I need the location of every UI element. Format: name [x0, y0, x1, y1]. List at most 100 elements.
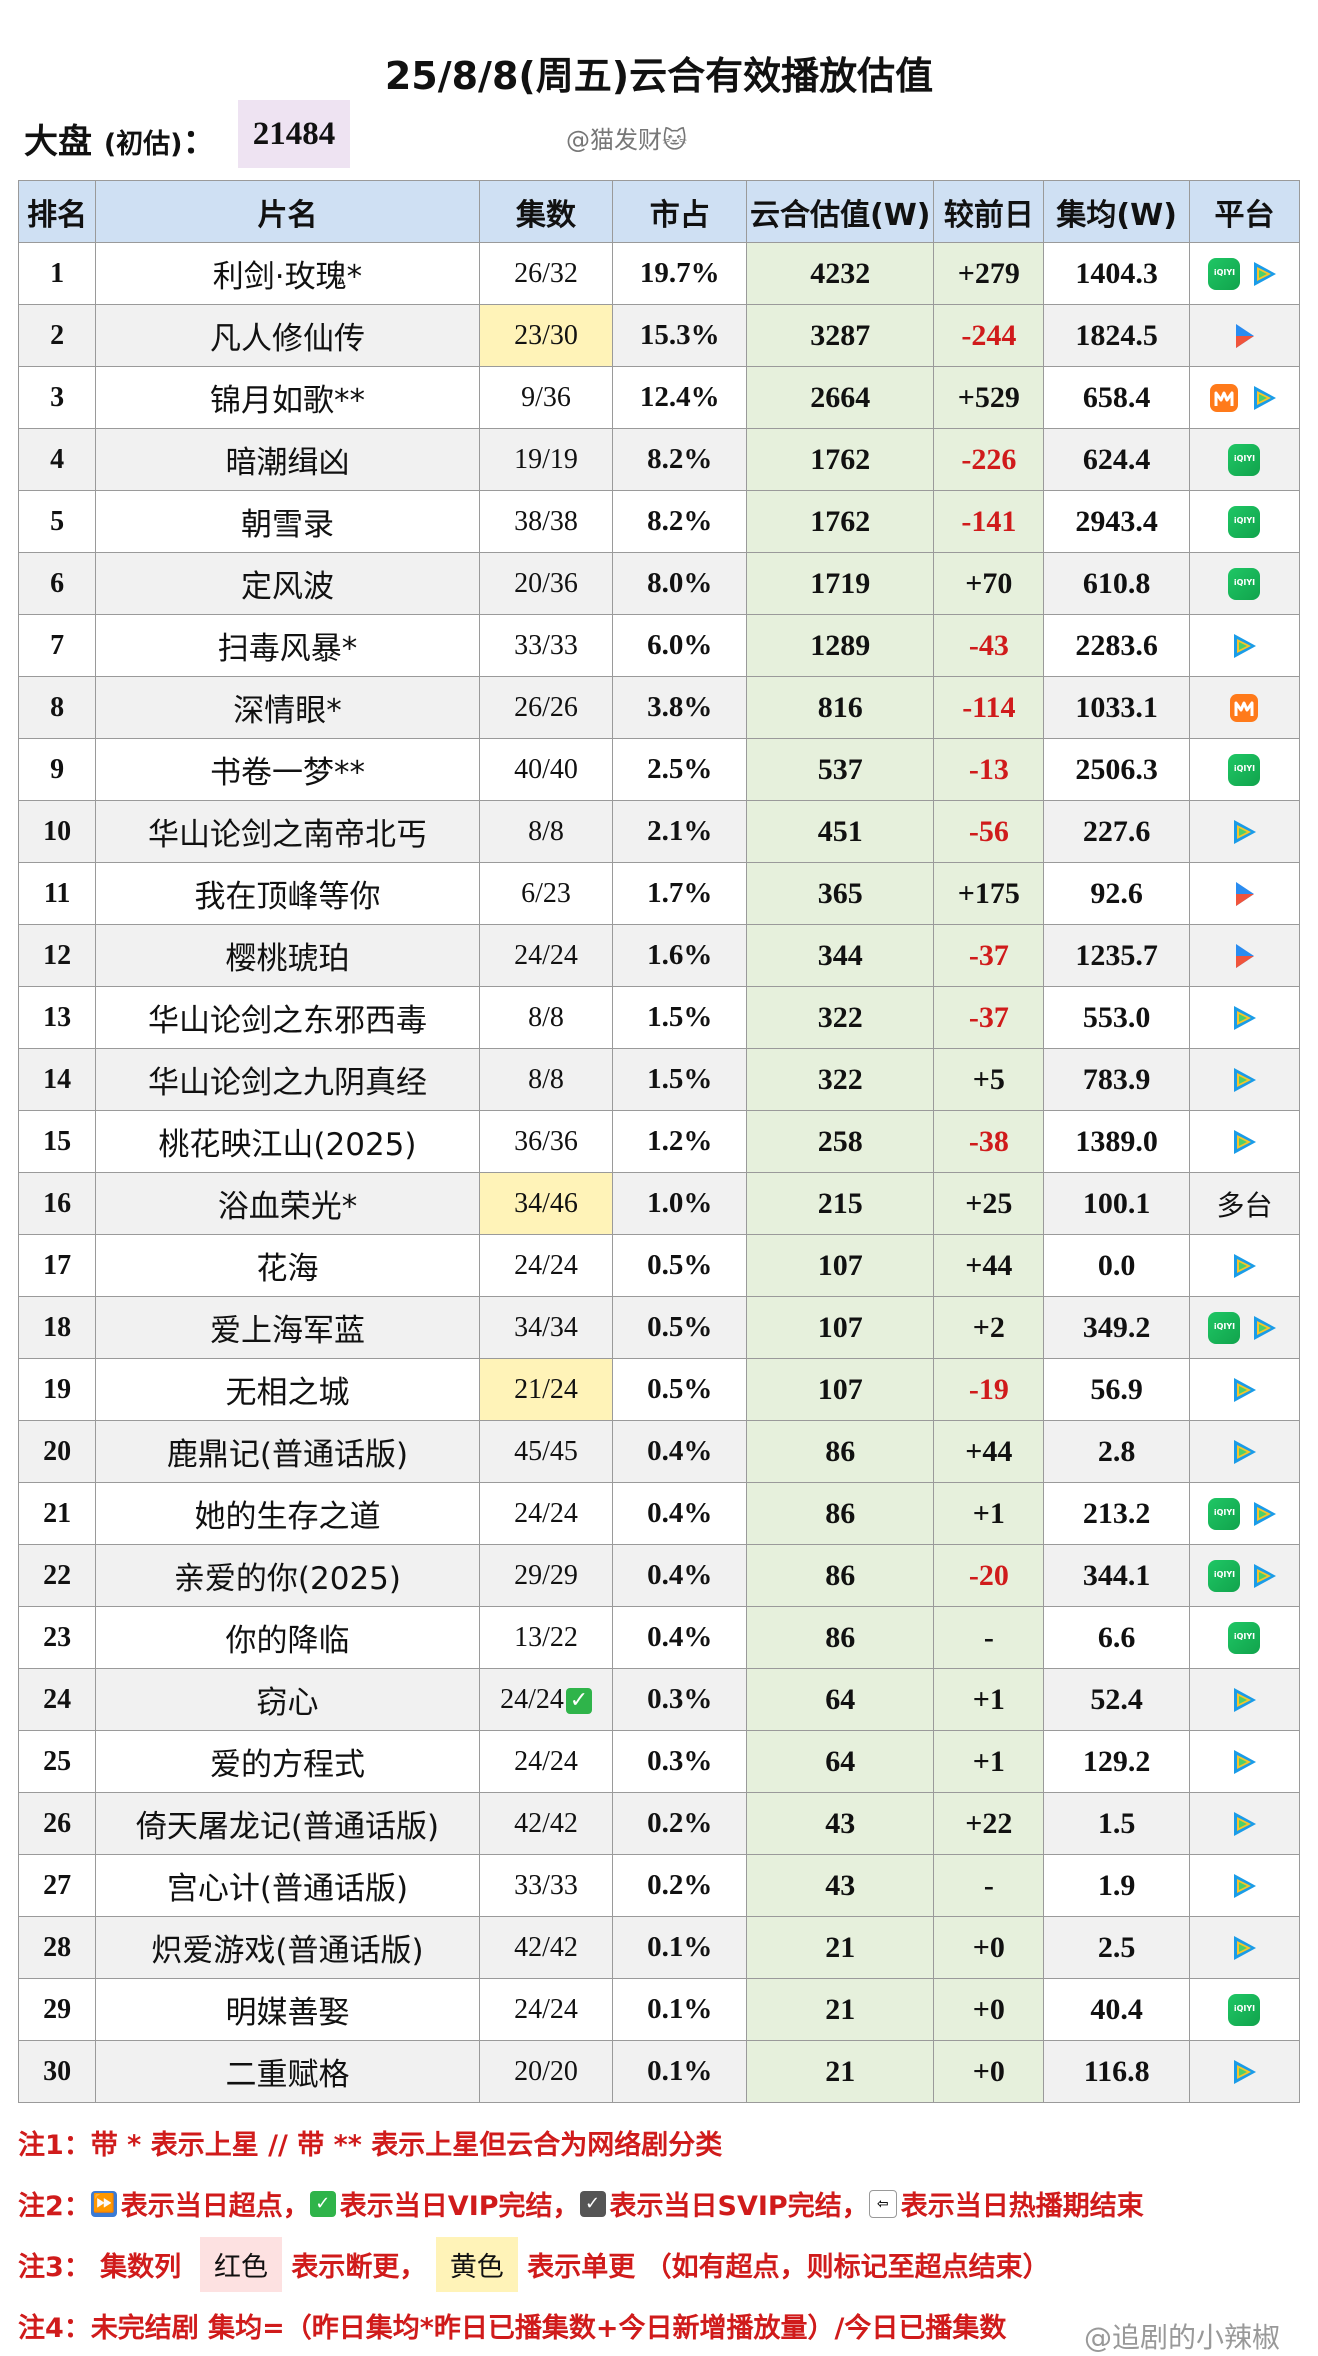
platform-cell: [1188, 1978, 1301, 2041]
col-estimate: 云合估值(W): [746, 180, 935, 243]
title-cell: 华山论剑之东邪西毒: [95, 986, 480, 1049]
table-row: 26 倚天屠龙记(普通话版) 42/42 0.2% 43 +22 1.5: [17, 1792, 1301, 1855]
episodes-cell: 6/23: [478, 862, 614, 925]
average-cell: 213.2: [1043, 1482, 1190, 1545]
table-row: 20 鹿鼎记(普通话版) 45/45 0.4% 86 +44 2.8: [17, 1420, 1301, 1483]
iqiyi-icon: [1228, 1621, 1261, 1654]
rank-cell: 24: [17, 1668, 97, 1731]
tencent-video-icon: [1228, 816, 1260, 848]
table-row: 30 二重赋格 20/20 0.1% 21 +0 116.8: [17, 2040, 1301, 2103]
youku-icon: [1228, 940, 1260, 972]
check-gray-icon: ✓: [579, 2190, 606, 2217]
average-cell: 1.9: [1043, 1854, 1190, 1917]
change-cell: -141: [933, 490, 1045, 553]
episodes-text: 26/26: [514, 691, 578, 723]
platform-icons: [1190, 1497, 1299, 1530]
tencent-video-icon: [1228, 1374, 1260, 1406]
episodes-cell: 38/38: [478, 490, 614, 553]
ranking-table: 排名 片名 集数 市占 云合估值(W) 较前日 集均(W) 平台 1 利剑·玫瑰*…: [17, 180, 1301, 2103]
platform-cell: [1188, 1234, 1301, 1297]
table-row: 9 书卷一梦** 40/40 2.5% 537 -13 2506.3: [17, 738, 1301, 801]
tencent-video-icon: [1248, 1498, 1280, 1530]
episodes-text: 38/38: [514, 505, 578, 537]
title-cell: 二重赋格: [95, 2040, 480, 2103]
rank-cell: 21: [17, 1482, 97, 1545]
estimate-cell: 107: [746, 1296, 935, 1359]
estimate-cell: 64: [746, 1730, 935, 1793]
platform-cell: [1188, 304, 1301, 367]
title-cell: 爱上海军蓝: [95, 1296, 480, 1359]
rank-cell: 1: [17, 242, 97, 305]
title-cell: 无相之城: [95, 1358, 480, 1421]
estimate-cell: 43: [746, 1854, 935, 1917]
col-episodes: 集数: [478, 180, 614, 243]
platform-cell: [1188, 614, 1301, 677]
episodes-cell: 24/24: [478, 924, 614, 987]
share-cell: 1.6%: [612, 924, 748, 987]
share-cell: 0.4%: [612, 1482, 748, 1545]
change-cell: -: [933, 1854, 1045, 1917]
tencent-video-icon: [1248, 1312, 1280, 1344]
episodes-text: 34/46: [514, 1187, 578, 1219]
average-cell: 783.9: [1043, 1048, 1190, 1111]
estimate-cell: 322: [746, 1048, 935, 1111]
share-cell: 1.5%: [612, 986, 748, 1049]
share-cell: 0.3%: [612, 1668, 748, 1731]
rank-cell: 16: [17, 1172, 97, 1235]
rank-cell: 30: [17, 2040, 97, 2103]
tencent-video-icon: [1228, 1684, 1260, 1716]
rank-cell: 14: [17, 1048, 97, 1111]
iqiyi-icon: [1228, 1993, 1261, 2026]
change-cell: -: [933, 1606, 1045, 1669]
change-cell: -244: [933, 304, 1045, 367]
mango-tv-icon: [1208, 382, 1240, 414]
platform-cell: [1188, 1420, 1301, 1483]
youku-icon: [1228, 320, 1260, 352]
platform-cell: [1188, 1296, 1301, 1359]
platform-cell: 多台: [1188, 1172, 1301, 1235]
col-change: 较前日: [933, 180, 1045, 243]
title-cell: 倚天屠龙记(普通话版): [95, 1792, 480, 1855]
title-cell: 书卷一梦**: [95, 738, 480, 801]
report-sheet: 25/8/8(周五)云合有效播放估值 大盘 (初估)： 21484 @猫发财🐱 …: [17, 20, 1301, 2354]
note-2-d: 表示当日SVIP完结，: [609, 2191, 869, 2222]
change-cell: +529: [933, 366, 1045, 429]
title-cell: 凡人修仙传: [95, 304, 480, 367]
average-cell: 344.1: [1043, 1544, 1190, 1607]
platform-cell: [1188, 490, 1301, 553]
platform-icons: [1190, 1808, 1299, 1840]
iqiyi-icon: [1208, 1497, 1241, 1530]
table-row: 29 明媒善娶 24/24 0.1% 21 +0 40.4: [17, 1978, 1301, 2041]
tencent-video-icon: [1228, 1250, 1260, 1282]
table-row: 17 花海 24/24 0.5% 107 +44 0.0: [17, 1234, 1301, 1297]
estimate-cell: 215: [746, 1172, 935, 1235]
estimate-cell: 258: [746, 1110, 935, 1173]
iqiyi-icon: [1228, 505, 1261, 538]
change-cell: +1: [933, 1730, 1045, 1793]
title-cell: 樱桃琥珀: [95, 924, 480, 987]
episodes-cell: 9/36: [478, 366, 614, 429]
estimate-cell: 2664: [746, 366, 935, 429]
rank-cell: 28: [17, 1916, 97, 1979]
platform-cell: [1188, 924, 1301, 987]
episodes-text: 42/42: [514, 1931, 578, 1963]
change-cell: +0: [933, 1916, 1045, 1979]
title-cell: 利剑·玫瑰*: [95, 242, 480, 305]
col-share: 市占: [612, 180, 748, 243]
platform-icons: [1190, 1064, 1299, 1096]
title-cell: 华山论剑之九阴真经: [95, 1048, 480, 1111]
episodes-cell: 24/24: [478, 1978, 614, 2041]
platform-cell: [1188, 2040, 1301, 2103]
rank-cell: 2: [17, 304, 97, 367]
change-cell: -13: [933, 738, 1045, 801]
market-summary: 大盘 (初估)： 21484 @猫发财🐱: [18, 100, 1300, 180]
change-cell: +5: [933, 1048, 1045, 1111]
iqiyi-icon: [1228, 567, 1261, 600]
episodes-text: 8/8: [528, 1001, 564, 1033]
title-cell: 定风波: [95, 552, 480, 615]
share-cell: 0.1%: [612, 2040, 748, 2103]
platform-cell: [1188, 738, 1301, 801]
average-cell: 349.2: [1043, 1296, 1190, 1359]
table-row: 13 华山论剑之东邪西毒 8/8 1.5% 322 -37 553.0: [17, 986, 1301, 1049]
average-cell: 2283.6: [1043, 614, 1190, 677]
